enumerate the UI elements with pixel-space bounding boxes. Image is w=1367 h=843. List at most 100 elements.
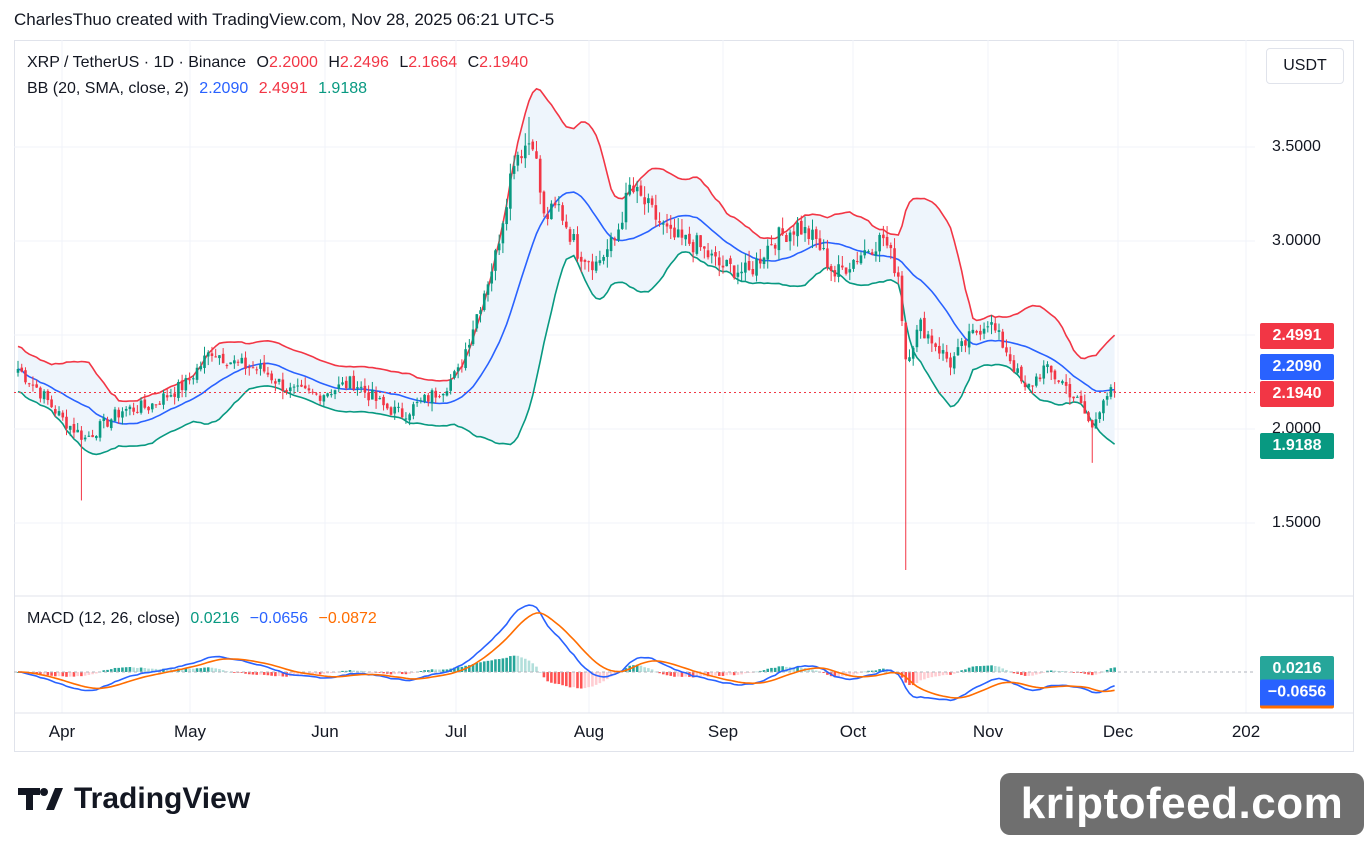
macd-histogram-bar bbox=[393, 672, 397, 675]
macd-histogram-bar bbox=[475, 662, 479, 672]
macd-histogram-bar bbox=[423, 670, 426, 672]
macd-line-badge: −0.0656 bbox=[1260, 679, 1334, 709]
macd-histogram-bar bbox=[102, 670, 106, 672]
macd-histogram-bar bbox=[766, 668, 770, 672]
candle-body bbox=[423, 394, 426, 402]
candle-body bbox=[952, 356, 956, 369]
macd-histogram-bar bbox=[247, 672, 251, 675]
currency-unit-button[interactable]: USDT bbox=[1266, 48, 1344, 84]
macd-histogram-bar bbox=[206, 667, 210, 672]
candle-body bbox=[363, 385, 367, 393]
macd-histogram-bar bbox=[505, 657, 508, 672]
macd-histogram-bar bbox=[993, 666, 997, 672]
macd-histogram-bar bbox=[982, 665, 986, 672]
macd-histogram-bar bbox=[348, 670, 352, 672]
macd-histogram-bar bbox=[755, 671, 758, 673]
candle-body bbox=[367, 392, 370, 401]
candle-body bbox=[315, 393, 318, 395]
macd-histogram-bar bbox=[1068, 672, 1072, 673]
candle-body bbox=[628, 184, 632, 195]
macd-histogram-bar bbox=[91, 672, 94, 675]
macd-histogram-bar bbox=[632, 665, 635, 672]
candle-body bbox=[684, 234, 687, 240]
candle-body bbox=[803, 227, 807, 234]
candle-body bbox=[68, 425, 72, 430]
macd-histogram-bar bbox=[1083, 672, 1087, 674]
macd-histogram-bar bbox=[1094, 672, 1098, 675]
macd-histogram-bar bbox=[512, 655, 516, 672]
bb-basis-badge: 2.2090 bbox=[1260, 354, 1334, 380]
macd-signal-value: −0.0872 bbox=[318, 610, 377, 627]
macd-histogram-bar bbox=[296, 672, 300, 676]
candle-body bbox=[617, 229, 620, 240]
macd-histogram-bar bbox=[654, 671, 658, 673]
macd-histogram-bar bbox=[497, 659, 501, 672]
candle-body bbox=[896, 272, 900, 277]
macd-histogram-bar bbox=[1023, 672, 1027, 676]
bb-lower-line bbox=[17, 251, 1116, 456]
macd-histogram-bar bbox=[758, 670, 762, 672]
candle-body bbox=[1057, 380, 1060, 382]
macd-histogram-bar bbox=[852, 672, 855, 675]
bb-upper-badge: 2.4991 bbox=[1260, 323, 1334, 349]
macd-histogram-bar bbox=[203, 667, 206, 672]
macd-histogram-bar bbox=[762, 670, 766, 672]
candle-body bbox=[841, 265, 844, 268]
candle-body bbox=[576, 234, 579, 259]
candle-body bbox=[188, 379, 191, 381]
macd-histogram-bar bbox=[725, 672, 728, 676]
candle-body bbox=[307, 388, 311, 391]
candle-body bbox=[333, 390, 337, 395]
candle-body bbox=[318, 395, 322, 401]
macd-histogram-bar bbox=[199, 668, 203, 672]
macd-histogram-bar bbox=[180, 668, 184, 672]
candle-body bbox=[818, 238, 822, 250]
candle-body bbox=[923, 317, 926, 339]
macd-histogram-bar bbox=[1046, 670, 1049, 672]
macd-histogram-bar bbox=[676, 672, 680, 677]
tradingview-logo-icon bbox=[18, 788, 63, 810]
macd-legend[interactable]: MACD (12, 26, close) 0.0216 −0.0656 −0.0… bbox=[27, 610, 383, 628]
macd-histogram-bar bbox=[785, 666, 788, 672]
macd-histogram-bar bbox=[1090, 672, 1094, 676]
kriptofeed-watermark: kriptofeed.com bbox=[1000, 773, 1364, 835]
candle-body bbox=[128, 406, 132, 410]
candle-body bbox=[893, 248, 896, 274]
candle-body bbox=[844, 267, 848, 274]
candle-body bbox=[788, 232, 792, 242]
candle-body bbox=[975, 330, 978, 333]
candle-body bbox=[606, 249, 609, 257]
tradingview-logo-text: TradingView bbox=[74, 782, 251, 815]
candle-body bbox=[635, 186, 639, 192]
bb-legend[interactable]: BB (20, SMA, close, 2) 2.2090 2.4991 1.9… bbox=[27, 80, 373, 98]
candle-body bbox=[378, 398, 382, 400]
macd-histogram-bar bbox=[214, 668, 217, 672]
macd-histogram-bar bbox=[650, 669, 654, 672]
signal-line bbox=[18, 612, 1115, 699]
macd-histogram-bar bbox=[538, 671, 542, 673]
candle-body bbox=[460, 366, 464, 368]
candle-body bbox=[1072, 396, 1075, 399]
macd-histogram-bar bbox=[867, 670, 870, 672]
candle-body bbox=[76, 429, 79, 433]
macd-histogram-bar bbox=[218, 668, 221, 672]
macd-histogram-bar bbox=[356, 670, 359, 672]
macd-histogram-bar bbox=[773, 667, 777, 672]
candle-body bbox=[885, 236, 889, 246]
candle-body bbox=[863, 250, 867, 256]
macd-histogram-bar bbox=[695, 672, 699, 677]
candle-body bbox=[46, 390, 50, 401]
macd-histogram-bar bbox=[572, 672, 576, 688]
candle-body bbox=[680, 229, 684, 238]
tradingview-logo[interactable]: TradingView bbox=[16, 782, 250, 816]
candle-body bbox=[594, 261, 598, 271]
macd-histogram-bar bbox=[729, 672, 732, 675]
candle-body bbox=[184, 378, 188, 391]
macd-histogram-bar bbox=[1001, 668, 1005, 672]
macd-histogram-bar bbox=[736, 672, 740, 675]
macd-histogram-bar bbox=[453, 667, 456, 672]
macd-histogram-bar bbox=[408, 672, 411, 674]
macd-histogram-bar bbox=[184, 668, 188, 672]
candle-body bbox=[192, 378, 195, 380]
